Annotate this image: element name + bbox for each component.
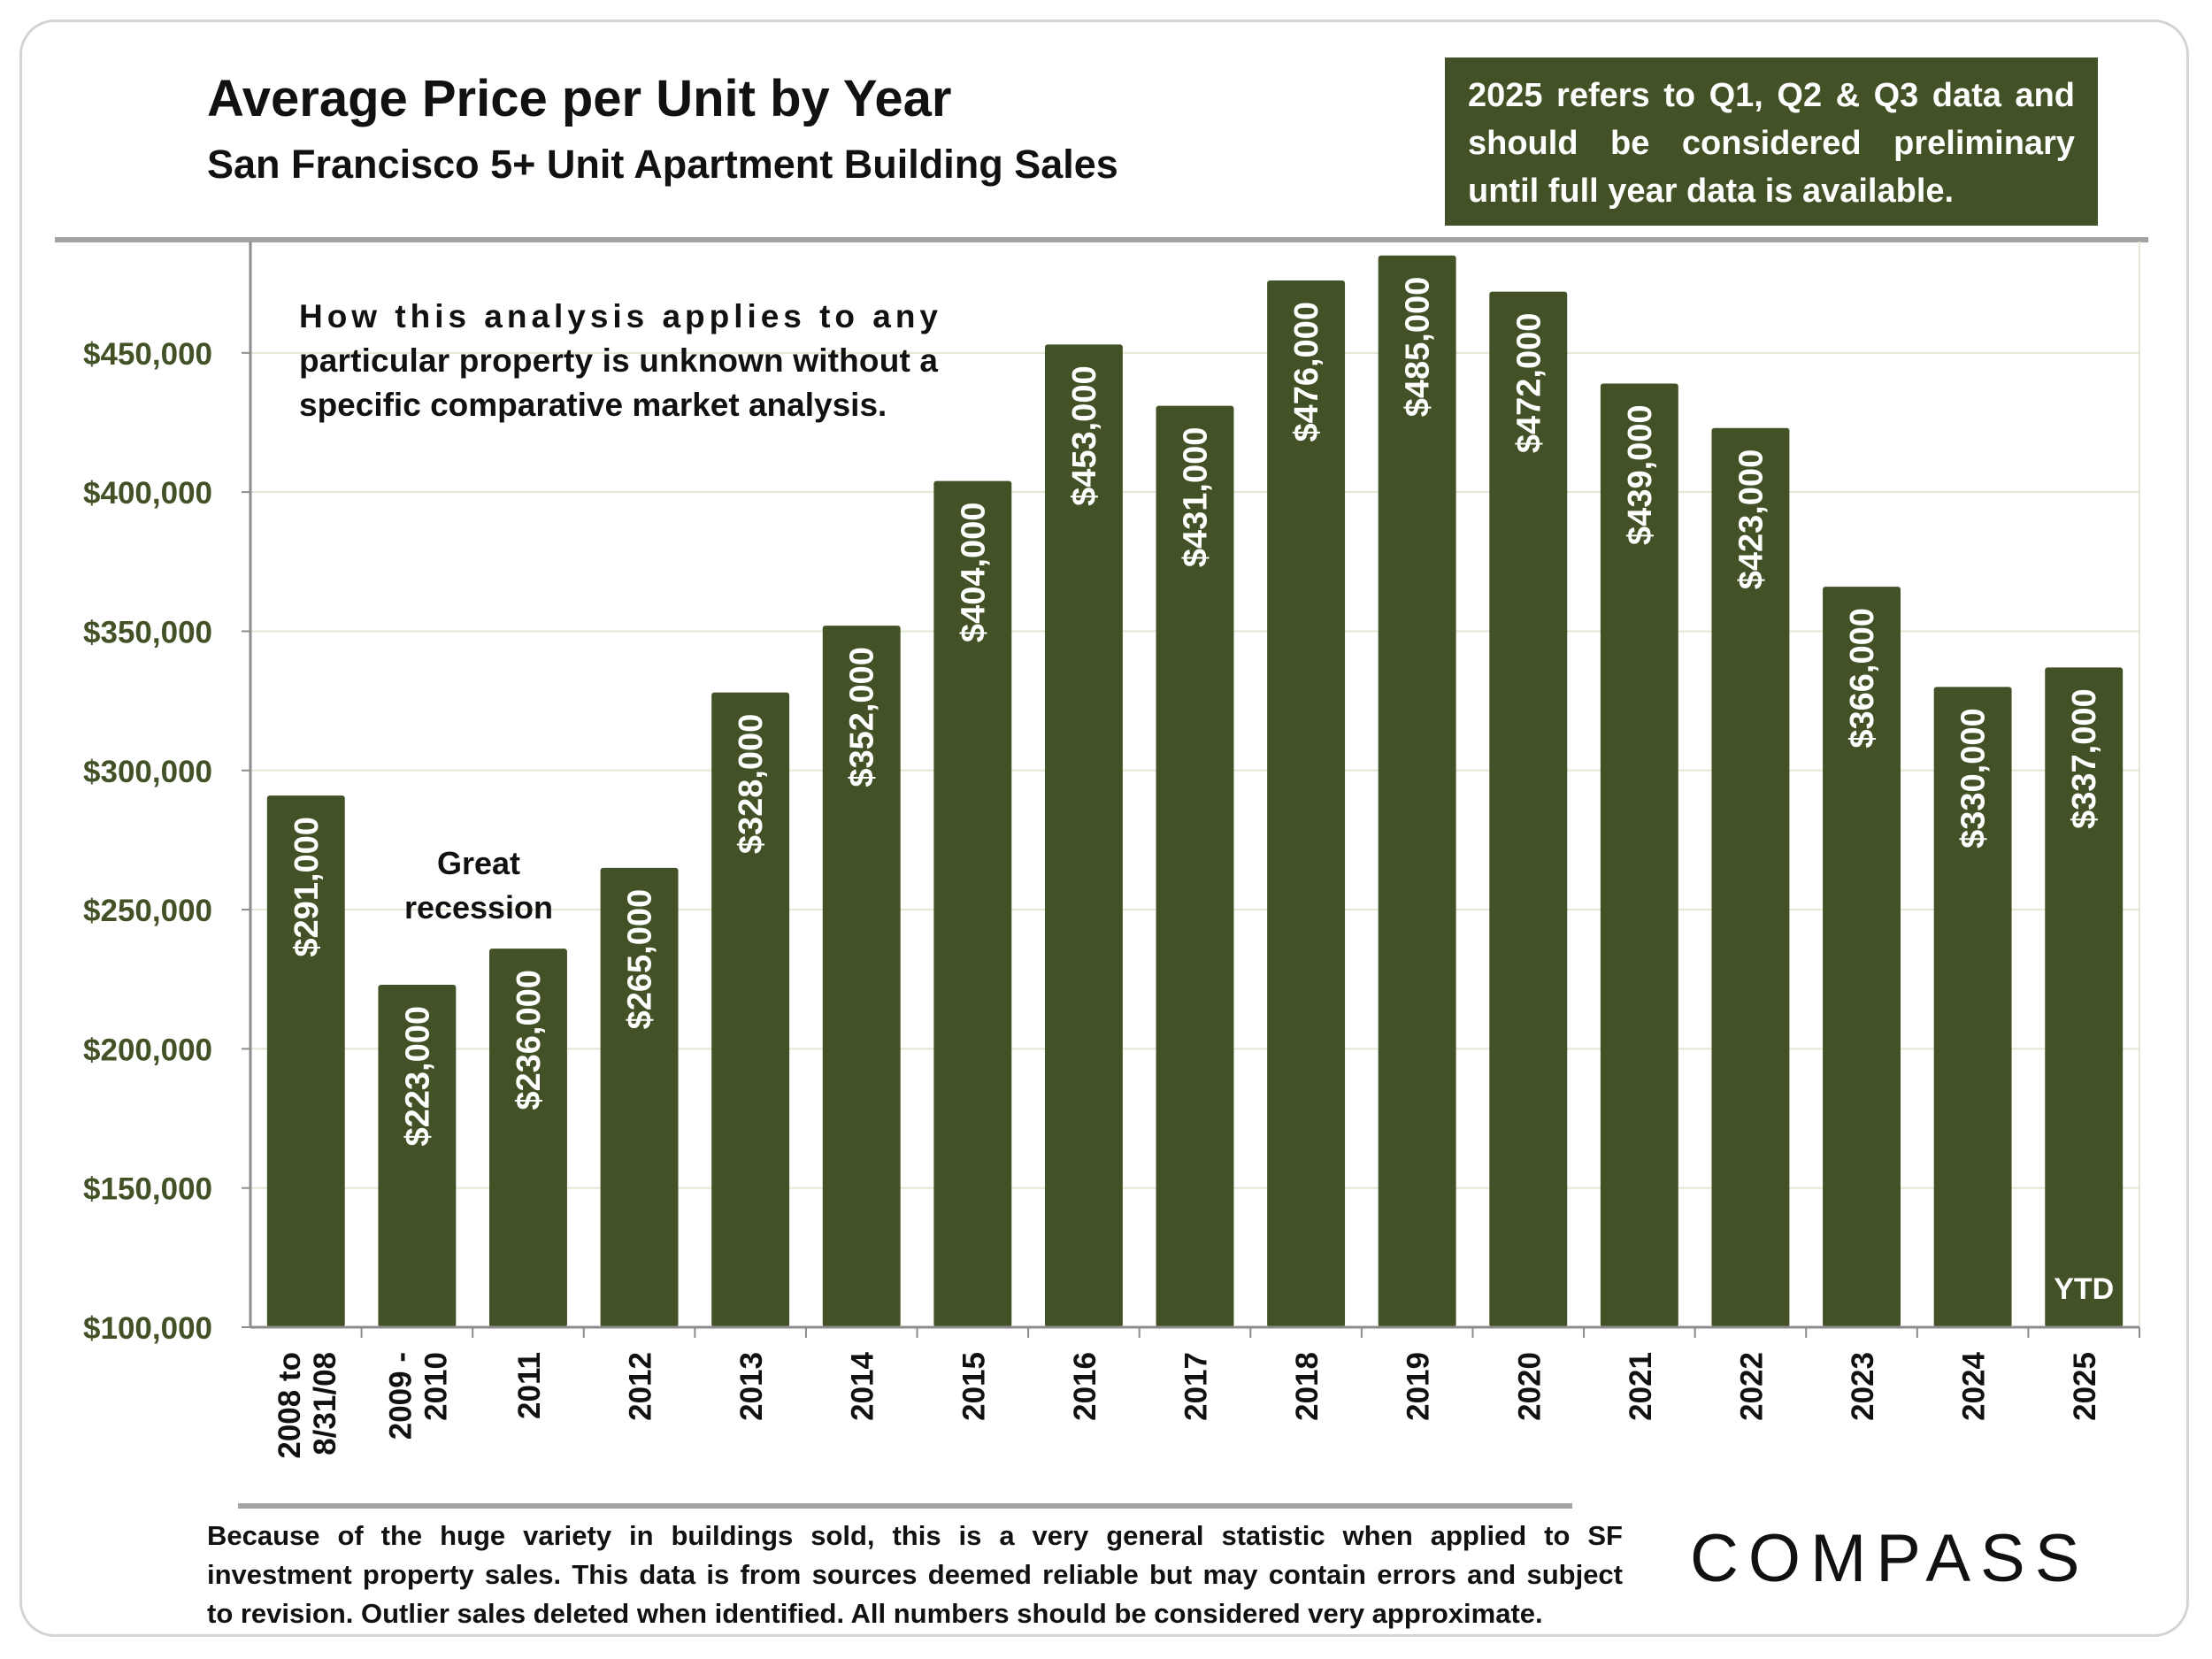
x-tick-label: 2018 <box>1290 1352 1325 1421</box>
bar-value-label: $423,000 <box>1732 449 1770 590</box>
x-tick-label: 8/31/08 <box>308 1352 342 1455</box>
y-tick-label: $150,000 <box>83 1172 212 1207</box>
bar <box>1823 587 1901 1327</box>
x-tick-label: 2019 <box>1402 1352 1436 1421</box>
bar-value-label: $352,000 <box>844 647 881 787</box>
bar <box>1600 383 1678 1327</box>
bar <box>2045 667 2124 1327</box>
footer-line: Because of the huge variety in buildings… <box>207 1520 1623 1551</box>
footer-line: to revision. Outlier sales deleted when … <box>207 1598 1543 1629</box>
bar <box>1378 255 1456 1328</box>
note-line: 2025 refers to Q1, Q2 & Q3 data and <box>1468 77 2075 114</box>
bar-value-label: $328,000 <box>733 714 770 855</box>
bar <box>822 626 901 1327</box>
bar-value-label: $404,000 <box>955 503 992 643</box>
note-line: until full year data is available. <box>1468 173 1955 210</box>
x-tick-label: 2022 <box>1734 1352 1769 1421</box>
bar-value-label: $472,000 <box>1510 313 1548 453</box>
x-tick-label: 2016 <box>1068 1352 1102 1421</box>
bar-value-label: $337,000 <box>2066 688 2103 829</box>
y-tick-label: $450,000 <box>83 337 212 372</box>
bar <box>1156 405 1234 1328</box>
bar-value-label: $223,000 <box>399 1006 436 1147</box>
chart-title: Average Price per Unit by Year <box>207 70 952 127</box>
y-tick-label: $400,000 <box>83 476 212 511</box>
great-recession-annotation: recession <box>404 889 553 926</box>
bar <box>1267 280 1346 1327</box>
bars <box>266 255 2124 1328</box>
labels: $291,000 $223,000 $236,000 $265,000 $328,000… <box>288 277 2114 1306</box>
x-tick-label: 2010 <box>419 1352 453 1421</box>
bar-value-label: $291,000 <box>288 817 326 957</box>
bar-value-label: $453,000 <box>1066 365 1103 506</box>
y-tick-label: $350,000 <box>83 615 212 649</box>
bar-value-label: $485,000 <box>1400 277 1437 418</box>
chart-subtitle: San Francisco 5+ Unit Apartment Building… <box>207 142 1118 187</box>
x-tick-label: 2011 <box>512 1352 547 1419</box>
bar <box>266 795 345 1327</box>
bar <box>1933 687 2012 1327</box>
footer-line: investment property sales. This data is … <box>207 1559 1623 1590</box>
bar <box>378 985 457 1327</box>
x-tick-label: 2014 <box>846 1351 880 1420</box>
note-line: should be considered preliminary <box>1468 125 2075 162</box>
bar-value-label: $330,000 <box>1955 708 1993 849</box>
y-tick-label: $200,000 <box>83 1033 212 1067</box>
bar <box>1489 291 1568 1328</box>
bar <box>1044 344 1123 1327</box>
bar-value-label: $439,000 <box>1622 404 1659 545</box>
great-recession-annotation: Great <box>437 845 520 881</box>
bar-value-label: $236,000 <box>511 970 548 1110</box>
ytd-label: YTD <box>2054 1272 2114 1306</box>
axes: $100,000 $150,000 $200,000 $250,000 $300,000… <box>83 242 2140 1459</box>
analysis-disclaimer-line: particular property is unknown without a <box>299 342 938 379</box>
x-tick-label: 2020 <box>1512 1352 1547 1421</box>
bar <box>933 480 1012 1327</box>
bar-value-label: $431,000 <box>1178 427 1215 567</box>
x-tick-label: 2023 <box>1846 1352 1880 1421</box>
bar-value-label: $476,000 <box>1288 302 1325 442</box>
bar <box>600 867 679 1327</box>
bar <box>711 692 790 1327</box>
y-tick-label: $300,000 <box>83 755 212 789</box>
y-tick-label: $250,000 <box>83 894 212 928</box>
x-tick-label: 2009 - <box>383 1352 418 1440</box>
x-tick-label: 2025 <box>2068 1352 2102 1421</box>
bar <box>489 949 567 1327</box>
bar-value-label: $366,000 <box>1844 608 1881 749</box>
x-tick-label: 2024 <box>1957 1351 1992 1420</box>
analysis-disclaimer-line: How this analysis applies to any <box>299 298 938 334</box>
footer-disclaimer: Because of the huge variety in buildings… <box>207 1517 1623 1633</box>
x-tick-label: 2015 <box>956 1352 991 1421</box>
bar-value-label: $265,000 <box>622 889 659 1030</box>
x-tick-label: 2008 to <box>273 1352 307 1459</box>
analysis-disclaimer-line: specific comparative market analysis. <box>299 387 887 423</box>
preliminary-note-box: 2025 refers to Q1, Q2 & Q3 data and shou… <box>1445 58 2098 226</box>
x-tick-label: 2021 <box>1624 1352 1658 1421</box>
x-tick-label: 2017 <box>1179 1352 1214 1421</box>
bar <box>1711 427 1790 1327</box>
x-tick-label: 2012 <box>624 1352 658 1421</box>
x-tick-label: 2013 <box>734 1352 769 1421</box>
y-tick-label: $100,000 <box>83 1311 212 1346</box>
compass-logo: COMPASS <box>1690 1521 2090 1596</box>
